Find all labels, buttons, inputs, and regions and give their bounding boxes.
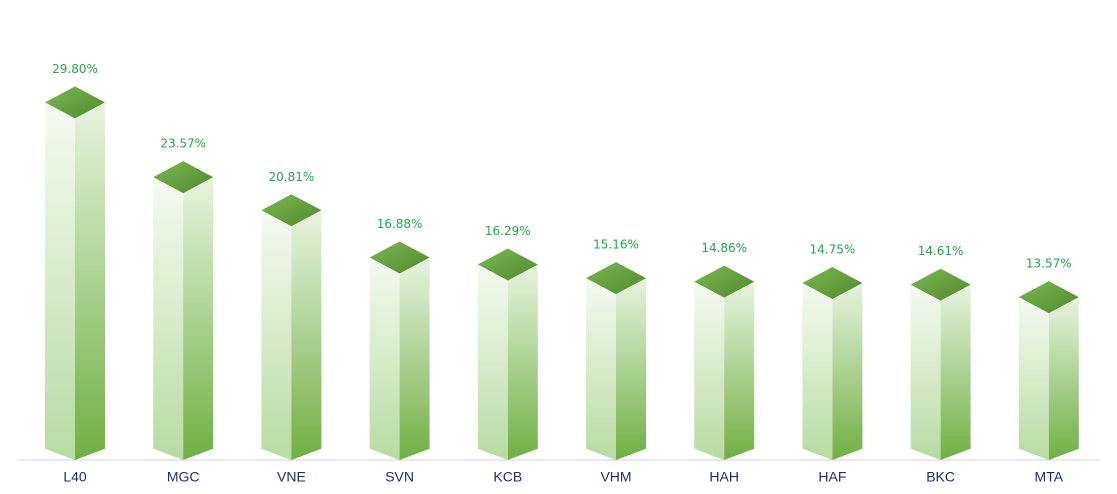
- bar-top: [261, 194, 322, 227]
- x-tick-label: MGC: [167, 469, 200, 485]
- bar-left-face: [1018, 297, 1049, 460]
- value-label: 14.61%: [918, 244, 964, 258]
- bar-right-face: [616, 278, 646, 460]
- value-label: 14.86%: [701, 241, 747, 255]
- bar-right-face: [1048, 297, 1079, 460]
- bar-left-face: [45, 102, 75, 461]
- value-label: 29.80%: [52, 62, 98, 76]
- bar-right-face: [75, 102, 105, 461]
- bar-right-face: [940, 284, 971, 460]
- bar-right-face: [507, 264, 538, 460]
- bar-top: [694, 265, 755, 298]
- bar-left-face: [477, 264, 508, 460]
- x-tick-label: VHM: [600, 469, 631, 485]
- bar-top: [477, 248, 538, 281]
- bar-left-face: [261, 210, 292, 460]
- bar-left-face: [694, 281, 725, 460]
- bar-right-face: [724, 281, 755, 460]
- bar-top: [586, 262, 646, 295]
- value-label: 20.81%: [269, 170, 315, 184]
- x-tick-label: HAH: [709, 469, 739, 485]
- bar-top: [802, 267, 863, 299]
- value-label: 14.75%: [810, 243, 856, 257]
- bar-right-face: [291, 210, 322, 460]
- x-tick-label: MTA: [1035, 469, 1064, 485]
- value-label: 16.88%: [377, 217, 423, 231]
- bar-left-face: [153, 177, 184, 460]
- value-label: 16.29%: [485, 224, 531, 238]
- x-tick-label: HAF: [818, 469, 846, 485]
- bar-right-face: [832, 283, 863, 460]
- bar-right-face: [399, 257, 430, 460]
- value-label: 15.16%: [593, 238, 639, 252]
- bar-right-face: [183, 177, 214, 460]
- value-label: 13.57%: [1026, 257, 1072, 271]
- bar-left-face: [910, 284, 941, 460]
- x-tick-label: VNE: [277, 469, 306, 485]
- bar-left-face: [802, 283, 833, 460]
- value-label: 23.57%: [160, 137, 206, 151]
- bar-top: [45, 86, 105, 119]
- bar-top: [369, 241, 430, 274]
- bar-top: [153, 161, 214, 194]
- bar-top: [910, 268, 971, 301]
- x-tick-label: L40: [63, 469, 87, 485]
- bar-top: [1018, 281, 1079, 314]
- x-tick-label: BKC: [926, 469, 955, 485]
- x-tick-label: KCB: [493, 469, 522, 485]
- x-tick-label: SVN: [385, 469, 414, 485]
- bar-left-face: [586, 278, 616, 460]
- bar-left-face: [369, 257, 400, 460]
